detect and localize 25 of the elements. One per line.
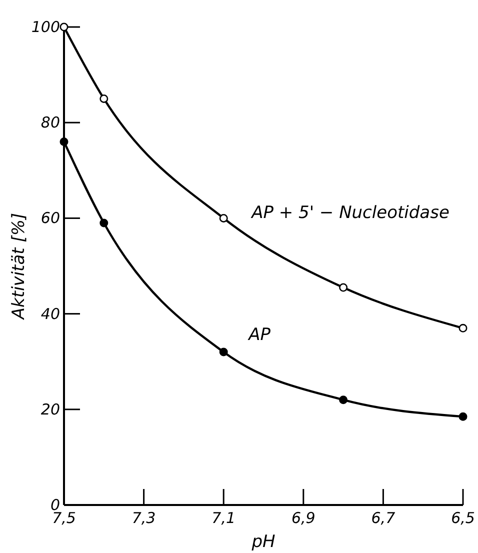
point <box>219 214 228 222</box>
y-tick-label: 100 <box>31 18 60 36</box>
x-tick-label: 7,3 <box>132 509 156 527</box>
y-axis-title: Aktivität [%] <box>9 212 29 320</box>
point <box>458 324 468 332</box>
point <box>339 396 348 404</box>
point <box>100 218 108 228</box>
point <box>339 283 348 292</box>
y-tick-label: 40 <box>40 304 60 323</box>
point <box>219 348 228 356</box>
point <box>60 22 68 32</box>
x-tick-label: 6,7 <box>371 509 396 527</box>
series-label: AP <box>248 325 272 346</box>
y-tick-label: 80 <box>40 114 60 132</box>
x-tick-label: 6,9 <box>291 509 316 527</box>
point <box>458 412 468 421</box>
x-tick-label: 6,5 <box>451 509 475 527</box>
x-tick-label: 7,5 <box>52 509 76 527</box>
x-axis-title: pH <box>250 532 276 552</box>
point <box>100 94 108 103</box>
point <box>60 137 68 146</box>
series-label: AP + 5' − Nucleotidase <box>250 203 450 224</box>
y-tick-label: 60 <box>40 209 60 228</box>
x-tick-label: 7,1 <box>212 509 236 527</box>
y-tick-label: 20 <box>40 400 60 418</box>
